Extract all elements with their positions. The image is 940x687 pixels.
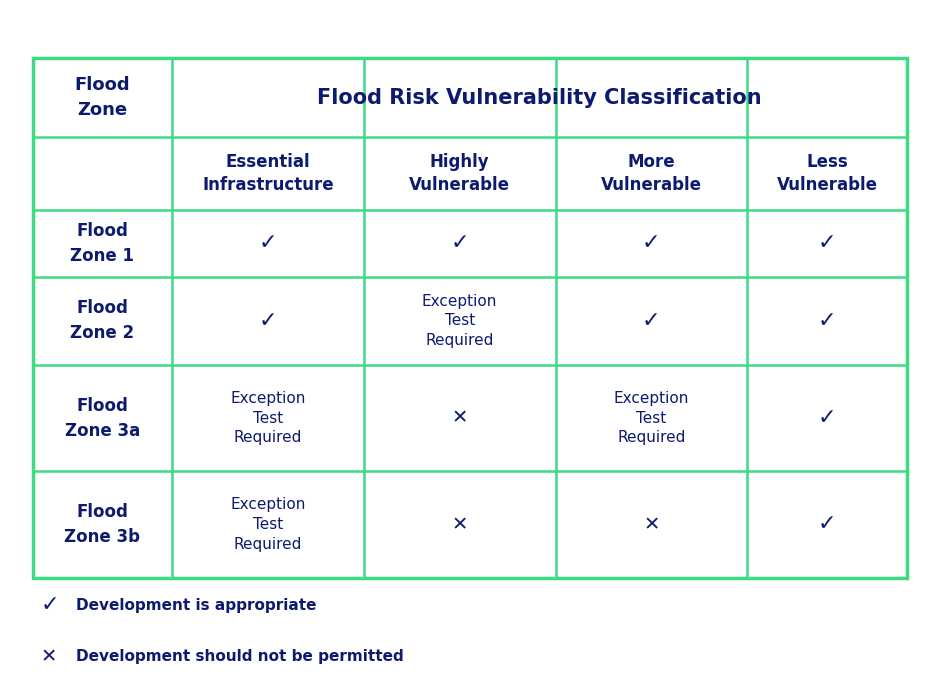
Text: Flood
Zone 3b: Flood Zone 3b <box>65 503 140 546</box>
Text: Flood
Zone 3a: Flood Zone 3a <box>65 396 140 440</box>
Text: Flood Risk Vulnerability Classification: Flood Risk Vulnerability Classification <box>317 88 762 108</box>
Text: Flood
Zone 1: Flood Zone 1 <box>70 222 134 264</box>
Text: More
Vulnerable: More Vulnerable <box>601 153 702 194</box>
Text: Flood
Zone: Flood Zone <box>74 76 131 120</box>
Text: ✕: ✕ <box>451 409 468 427</box>
Text: Exception
Test
Required: Exception Test Required <box>614 391 689 445</box>
Text: ✓: ✓ <box>818 515 837 534</box>
Text: ✓: ✓ <box>642 311 661 331</box>
Text: ✕: ✕ <box>40 647 56 666</box>
Text: Exception
Test
Required: Exception Test Required <box>422 293 497 348</box>
Text: Development should not be permitted: Development should not be permitted <box>76 649 404 664</box>
Text: ✓: ✓ <box>642 233 661 254</box>
Text: Exception
Test
Required: Exception Test Required <box>230 497 306 552</box>
Text: Essential
Infrastructure: Essential Infrastructure <box>202 153 334 194</box>
Text: ✓: ✓ <box>818 408 837 428</box>
Text: ✓: ✓ <box>818 233 837 254</box>
Text: Less
Vulnerable: Less Vulnerable <box>776 153 878 194</box>
Text: ✓: ✓ <box>818 311 837 331</box>
Text: ✕: ✕ <box>451 515 468 534</box>
Text: Exception
Test
Required: Exception Test Required <box>230 391 306 445</box>
Text: Development is appropriate: Development is appropriate <box>76 598 317 613</box>
Bar <box>33 58 907 578</box>
Text: ✓: ✓ <box>40 595 59 616</box>
Text: ✓: ✓ <box>450 233 469 254</box>
Text: ✓: ✓ <box>258 311 277 331</box>
Text: ✕: ✕ <box>643 515 660 534</box>
Text: Highly
Vulnerable: Highly Vulnerable <box>409 153 510 194</box>
Text: ✓: ✓ <box>258 233 277 254</box>
Text: Flood
Zone 2: Flood Zone 2 <box>70 300 134 342</box>
